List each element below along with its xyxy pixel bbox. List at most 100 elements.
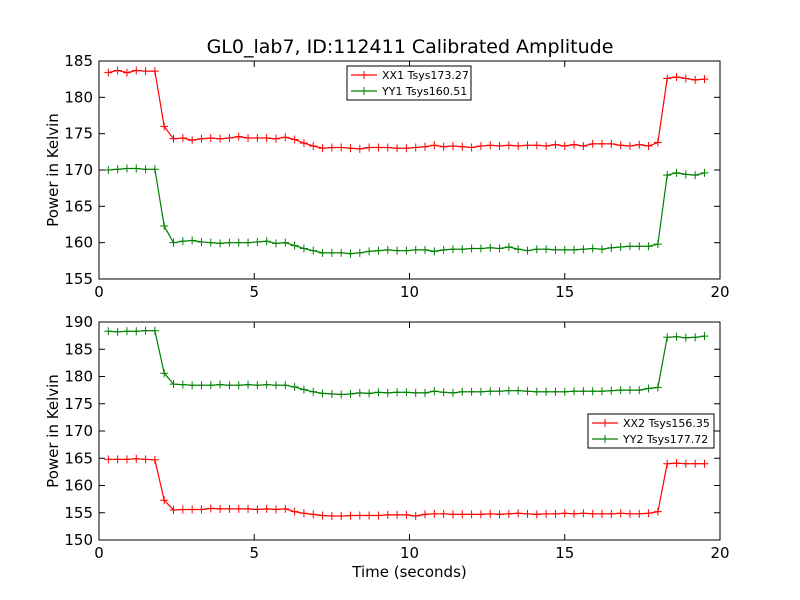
data-point: [430, 247, 439, 256]
data-point: [346, 511, 355, 520]
data-point: [374, 511, 383, 520]
x-tick-label: 10: [400, 544, 419, 562]
data-point: [337, 390, 346, 399]
data-point: [104, 327, 113, 336]
y-tick-label: 155: [64, 270, 93, 288]
data-point: [421, 388, 430, 397]
data-point: [271, 239, 280, 248]
data-point: [150, 165, 159, 174]
data-point: [663, 459, 672, 468]
data-point: [448, 245, 457, 254]
x-axis-label: Time (seconds): [351, 563, 467, 581]
data-point: [625, 386, 634, 395]
data-point: [625, 242, 634, 251]
legend-label: XX2 Tsys156.35: [623, 417, 710, 430]
data-point: [495, 387, 504, 396]
data-point: [197, 381, 206, 390]
legend-label: YY1 Tsys160.51: [381, 85, 467, 98]
y-tick-label: 165: [64, 449, 93, 467]
data-point: [318, 511, 327, 520]
x-tick-label: 10: [400, 283, 419, 301]
data-point: [560, 142, 569, 151]
data-point: [448, 510, 457, 519]
data-point: [197, 237, 206, 246]
x-tick-label: 20: [710, 544, 729, 562]
data-point: [206, 381, 215, 390]
data-point: [318, 389, 327, 398]
data-point: [700, 459, 709, 468]
data-point: [514, 386, 523, 395]
data-point: [327, 248, 336, 257]
data-point: [402, 246, 411, 255]
data-point: [141, 165, 150, 174]
x-tick-label: 0: [94, 544, 104, 562]
data-point: [271, 134, 280, 143]
data-point: [393, 510, 402, 519]
data-point: [495, 510, 504, 519]
data-point: [579, 142, 588, 151]
data-point: [570, 140, 579, 149]
data-point: [346, 249, 355, 258]
data-point: [560, 509, 569, 518]
data-point: [290, 241, 299, 250]
y-tick-label: 170: [64, 422, 93, 440]
data-point: [635, 386, 644, 395]
x-tick-label: 20: [710, 283, 729, 301]
data-point: [355, 248, 364, 257]
data-point: [598, 245, 607, 254]
data-point: [337, 248, 346, 257]
data-point: [467, 244, 476, 253]
data-point: [346, 389, 355, 398]
data-point: [542, 387, 551, 396]
data-point: [523, 246, 532, 255]
data-point: [244, 238, 253, 247]
y-tick-label: 170: [64, 161, 93, 179]
data-point: [206, 134, 215, 143]
data-point: [579, 245, 588, 254]
data-point: [178, 237, 187, 246]
data-point: [206, 504, 215, 513]
data-point: [681, 74, 690, 83]
data-point: [225, 238, 234, 247]
data-point: [383, 143, 392, 152]
series-2: [104, 326, 709, 399]
data-point: [495, 244, 504, 253]
data-point: [486, 141, 495, 150]
data-point: [672, 459, 681, 468]
chart-title: GL0_lab7, ID:112411 Calibrated Amplitude: [207, 36, 614, 58]
legend-box: [587, 413, 715, 449]
data-point: [262, 504, 271, 513]
data-point: [169, 380, 178, 389]
data-point: [393, 246, 402, 255]
data-point: [635, 242, 644, 251]
data-point: [542, 142, 551, 151]
data-point: [318, 248, 327, 257]
data-point: [514, 509, 523, 518]
legend: XX1 Tsys173.27 YY1 Tsys160.51: [346, 65, 472, 101]
data-point: [551, 140, 560, 149]
data-point: [365, 143, 374, 152]
subplot-2: 0 5 10 15 20 150 155 160 165 170 175 180 185 190 Power…: [44, 313, 730, 581]
data-point: [495, 142, 504, 151]
data-point: [504, 243, 513, 252]
y-tick-label: 175: [64, 125, 93, 143]
data-point: [476, 244, 485, 253]
data-point: [644, 242, 653, 251]
data-point: [700, 332, 709, 341]
data-point: [560, 387, 569, 396]
data-point: [514, 142, 523, 151]
data-point: [244, 134, 253, 143]
data-point: [309, 246, 318, 255]
data-point: [616, 509, 625, 518]
data-point: [607, 386, 616, 395]
data-point: [383, 245, 392, 254]
data-point: [411, 388, 420, 397]
data-point: [290, 135, 299, 144]
data-point: [663, 171, 672, 180]
data-point: [430, 509, 439, 518]
legend-label: XX1 Tsys173.27: [382, 69, 469, 82]
data-point: [579, 509, 588, 518]
x-tick-label: 15: [555, 283, 574, 301]
data-point: [504, 509, 513, 518]
data-point: [337, 512, 346, 521]
